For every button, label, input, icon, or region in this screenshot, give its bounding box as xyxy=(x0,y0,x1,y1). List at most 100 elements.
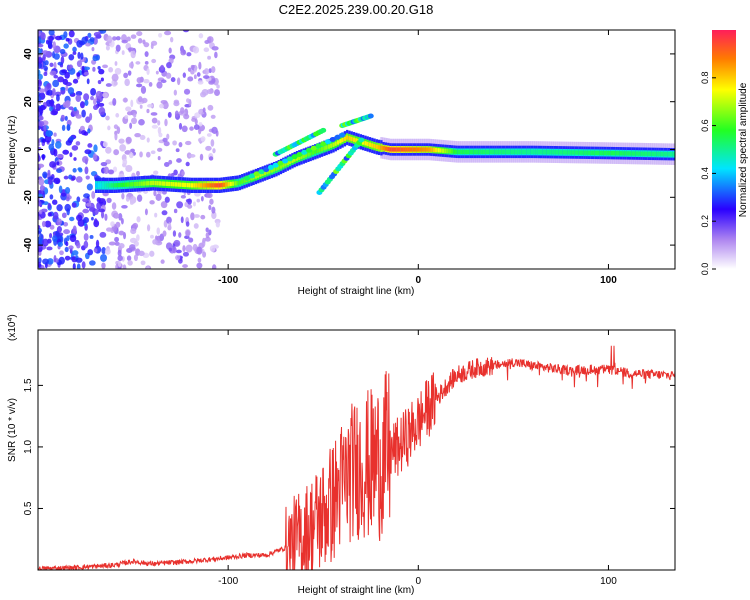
noise-speckle xyxy=(156,81,163,89)
noise-speckle xyxy=(173,239,181,247)
ridge-core xyxy=(539,149,543,155)
noise-speckle xyxy=(157,120,161,126)
spectrogram-x-tick-label: -100 xyxy=(218,275,238,286)
noise-speckle xyxy=(104,248,111,255)
ridge-branch-spot xyxy=(267,164,274,170)
noise-speckle xyxy=(110,221,115,227)
noise-speckle xyxy=(192,46,200,54)
noise-speckle xyxy=(42,171,48,179)
noise-speckle xyxy=(151,117,158,124)
ridge-core xyxy=(469,149,472,155)
ridge-core xyxy=(316,148,319,154)
noise-speckle xyxy=(175,255,181,261)
colorbar-tick-label: 0.8 xyxy=(700,72,710,85)
noise-speckle xyxy=(105,45,110,51)
ridge-core xyxy=(307,152,310,157)
noise-speckle xyxy=(41,50,49,55)
noise-speckle xyxy=(107,169,114,175)
ridge-core xyxy=(387,146,390,152)
ridge-core xyxy=(617,151,620,156)
noise-speckle xyxy=(81,130,87,136)
noise-speckle xyxy=(136,83,143,88)
noise-speckle xyxy=(38,209,43,215)
noise-speckle xyxy=(53,132,57,137)
noise-speckle xyxy=(115,113,120,118)
noise-speckle xyxy=(189,126,194,131)
noise-speckle xyxy=(149,250,155,257)
ridge-core xyxy=(184,182,187,188)
noise-speckle xyxy=(103,166,110,174)
noise-speckle xyxy=(47,202,52,210)
ridge-core xyxy=(200,183,203,188)
ridge-core xyxy=(279,164,283,169)
noise-speckle xyxy=(42,238,49,247)
noise-speckle xyxy=(159,103,164,109)
noise-speckle xyxy=(100,162,108,167)
noise-speckle xyxy=(172,230,177,237)
ridge-core xyxy=(138,181,141,186)
noise-speckle xyxy=(49,194,54,200)
ridge-core xyxy=(320,147,324,152)
noise-speckle xyxy=(87,249,94,256)
noise-speckle xyxy=(67,87,75,95)
noise-speckle xyxy=(144,208,148,216)
ridge-branch-spot xyxy=(286,156,293,162)
noise-speckle xyxy=(182,245,186,253)
noise-speckle xyxy=(82,208,88,214)
noise-speckle xyxy=(102,64,108,69)
ridge-core xyxy=(126,182,130,187)
ridge-core xyxy=(514,149,518,155)
noise-speckle xyxy=(139,104,143,109)
ridge-core xyxy=(373,144,376,149)
ridge-core xyxy=(236,180,239,186)
snr-series-line xyxy=(38,345,675,570)
ridge-core xyxy=(626,151,630,156)
noise-speckle xyxy=(136,194,143,202)
ridge-branch-spot xyxy=(263,167,270,173)
noise-speckle xyxy=(194,118,198,125)
noise-speckle xyxy=(68,245,74,250)
ridge-core xyxy=(122,182,125,187)
ridge-core xyxy=(439,148,442,153)
ridge-core xyxy=(425,147,429,152)
noise-speckle xyxy=(170,172,175,177)
noise-speckle xyxy=(65,241,69,247)
noise-speckle xyxy=(93,248,98,253)
noise-speckle xyxy=(158,132,163,138)
noise-speckle xyxy=(52,88,56,96)
ridge-core xyxy=(156,181,159,186)
noise-speckle xyxy=(200,136,206,142)
noise-speckle xyxy=(190,70,195,75)
noise-speckle xyxy=(72,78,79,84)
noise-speckle xyxy=(72,51,77,55)
ridge-core xyxy=(323,146,326,151)
noise-speckle xyxy=(143,42,150,48)
noise-speckle xyxy=(47,178,53,185)
noise-speckle xyxy=(197,80,204,85)
snr-panel: -100 0 100 0.5 1.0 1.5 Height of straight li… xyxy=(7,314,676,596)
ridge-core xyxy=(628,151,632,156)
ridge-core xyxy=(206,183,210,188)
ridge-core xyxy=(419,147,422,152)
noise-speckle xyxy=(48,143,55,151)
noise-speckle xyxy=(160,99,168,105)
noise-speckle xyxy=(91,46,95,52)
noise-speckle xyxy=(102,92,108,98)
ridge-core xyxy=(660,151,664,157)
noise-speckle xyxy=(76,72,81,77)
ridge-core xyxy=(412,147,415,152)
noise-speckle xyxy=(133,113,137,118)
noise-speckle xyxy=(92,66,96,72)
ridge-core xyxy=(464,149,467,155)
ridge-core xyxy=(375,144,379,150)
ridge-core xyxy=(202,183,205,188)
ridge-core xyxy=(304,153,308,158)
ridge-core xyxy=(448,149,452,154)
ridge-core xyxy=(190,183,194,188)
noise-speckle xyxy=(38,111,41,117)
noise-speckle xyxy=(178,232,182,238)
noise-speckle xyxy=(114,236,120,243)
noise-speckle xyxy=(130,228,137,235)
noise-speckle xyxy=(47,169,51,176)
noise-speckle xyxy=(61,212,67,219)
